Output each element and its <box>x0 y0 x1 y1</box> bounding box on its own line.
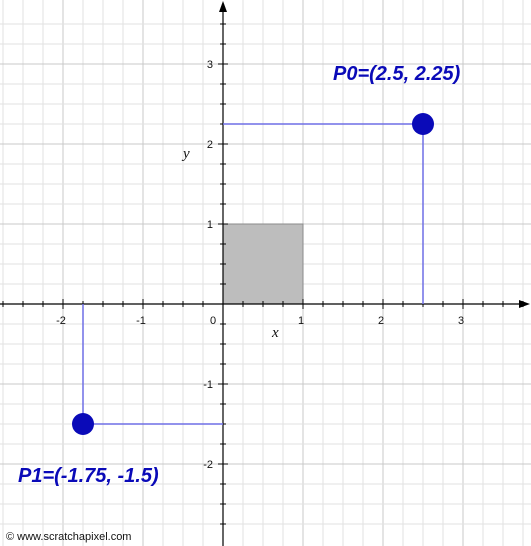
x-tick-label: -2 <box>56 315 66 327</box>
x-tick-label: 1 <box>298 315 304 327</box>
point-label-p0: P0=(2.5, 2.25) <box>333 63 461 85</box>
x-tick-label: -1 <box>136 315 146 327</box>
credit-text: © www.scratchapixel.com <box>6 531 131 543</box>
x-tick-label: 3 <box>458 315 464 327</box>
x-axis-label: x <box>271 325 279 341</box>
x-tick-label: 2 <box>378 315 384 327</box>
y-tick-label: 2 <box>207 139 213 151</box>
y-axis-arrow <box>219 1 227 12</box>
y-tick-label: 1 <box>207 219 213 231</box>
x-tick-label: 0 <box>210 315 216 327</box>
tick-labels: -2 -1 0 1 2 3 3 2 1 -1 -2 <box>56 59 464 471</box>
y-axis-label: y <box>181 146 190 162</box>
y-tick-label: 3 <box>207 59 213 71</box>
y-tick-label: -1 <box>203 379 213 391</box>
unit-square <box>222 223 304 305</box>
point-label-p1: P1=(-1.75, -1.5) <box>18 465 159 487</box>
x-axis-arrow <box>519 300 530 308</box>
y-tick-label: -2 <box>203 459 213 471</box>
unit-square-layer <box>222 223 304 305</box>
point-p0 <box>412 113 434 135</box>
points <box>72 113 434 435</box>
point-p1 <box>72 413 94 435</box>
